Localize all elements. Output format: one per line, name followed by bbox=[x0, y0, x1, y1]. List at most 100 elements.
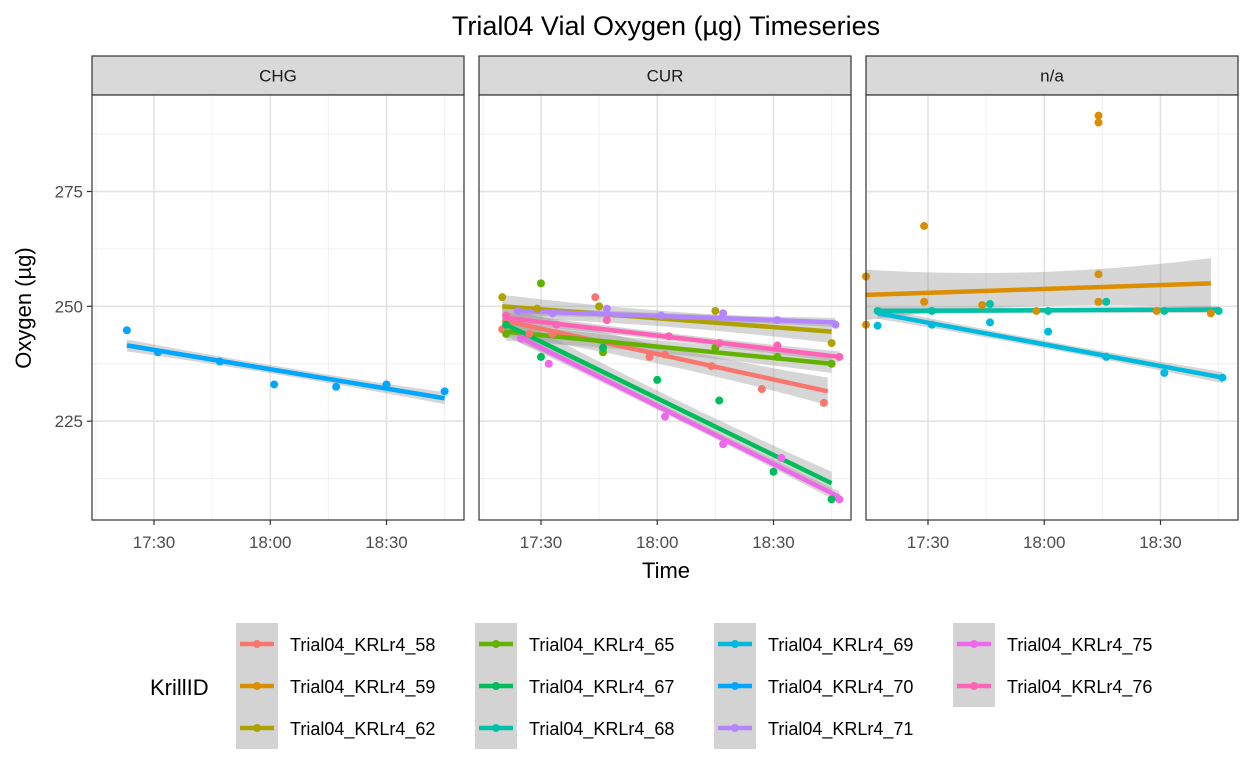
data-point bbox=[1102, 352, 1111, 361]
data-point bbox=[440, 387, 449, 396]
legend-key-point bbox=[492, 640, 500, 648]
legend-key-point bbox=[731, 682, 739, 690]
legend-item: Trial04_KRLr4_62 bbox=[236, 707, 435, 749]
legend-key-point bbox=[253, 640, 261, 648]
legend-label: Trial04_KRLr4_68 bbox=[529, 719, 674, 740]
fit-line bbox=[505, 315, 840, 360]
data-point bbox=[1206, 309, 1215, 318]
y-tick-label: 275 bbox=[55, 182, 83, 201]
x-tick-label: 18:00 bbox=[636, 533, 679, 552]
data-point bbox=[1214, 306, 1223, 315]
facet-strip-label: CHG bbox=[259, 67, 297, 86]
data-point bbox=[1094, 118, 1103, 127]
data-point bbox=[835, 495, 844, 504]
facet-panel: CUR 17:30 18:00 18:30 bbox=[478, 55, 852, 552]
legend-key-point bbox=[970, 682, 978, 690]
legend-item: Trial04_KRLr4_59 bbox=[236, 665, 435, 707]
data-point bbox=[502, 329, 511, 338]
x-axis-title: Time bbox=[642, 558, 690, 583]
legend-label: Trial04_KRLr4_58 bbox=[290, 635, 435, 656]
data-point bbox=[773, 316, 782, 325]
data-point bbox=[827, 339, 836, 348]
data-point bbox=[537, 352, 545, 361]
data-point bbox=[502, 320, 511, 329]
legend-item: Trial04_KRLr4_65 bbox=[475, 623, 674, 665]
x-tick-label: 18:30 bbox=[1139, 533, 1182, 552]
facet-strip-label: CUR bbox=[647, 67, 684, 86]
legend-key-point bbox=[492, 682, 500, 690]
data-point bbox=[719, 440, 728, 449]
legend-item: Trial04_KRLr4_58 bbox=[236, 623, 435, 665]
facet-strip bbox=[478, 55, 852, 96]
facet-strip bbox=[865, 55, 1239, 96]
data-point bbox=[1160, 306, 1169, 315]
legend-label: Trial04_KRLr4_69 bbox=[768, 635, 913, 656]
data-point bbox=[332, 382, 341, 391]
data-point bbox=[513, 306, 522, 315]
legend-key-point bbox=[970, 640, 978, 648]
data-point bbox=[661, 350, 669, 359]
data-point bbox=[653, 375, 662, 384]
y-tick-label: 250 bbox=[55, 297, 83, 316]
legend-item: Trial04_KRLr4_76 bbox=[953, 665, 1152, 707]
data-point bbox=[602, 304, 611, 313]
data-point bbox=[873, 306, 882, 315]
x-tick-label: 17:30 bbox=[520, 533, 563, 552]
data-point bbox=[548, 329, 557, 338]
legend: KrillID Trial04_KRLr4_58 Trial04_KRLr4_59… bbox=[150, 623, 1152, 749]
data-point bbox=[777, 453, 786, 462]
data-point bbox=[270, 380, 279, 389]
data-point bbox=[548, 309, 557, 318]
data-point bbox=[1160, 368, 1169, 377]
data-point bbox=[773, 341, 782, 350]
legend-key-point bbox=[253, 682, 261, 690]
legend-label: Trial04_KRLr4_75 bbox=[1007, 635, 1152, 656]
x-tick-label: 18:00 bbox=[1023, 533, 1066, 552]
legend-label: Trial04_KRLr4_59 bbox=[290, 677, 435, 698]
legend-label: Trial04_KRLr4_62 bbox=[290, 719, 435, 740]
legend-key-point bbox=[253, 724, 261, 732]
data-point bbox=[533, 304, 542, 313]
data-point bbox=[122, 326, 131, 335]
data-point bbox=[525, 329, 534, 338]
fit-line bbox=[517, 308, 836, 325]
plot-background bbox=[92, 95, 464, 520]
data-point bbox=[537, 279, 545, 288]
data-point bbox=[1044, 306, 1053, 315]
data-point bbox=[1102, 297, 1111, 306]
x-tick-label: 18:30 bbox=[752, 533, 795, 552]
data-point bbox=[719, 309, 728, 318]
data-point bbox=[544, 359, 553, 368]
facet-strip bbox=[91, 55, 465, 96]
data-point bbox=[1094, 270, 1103, 279]
legend-label: Trial04_KRLr4_67 bbox=[529, 677, 674, 698]
legend-title: KrillID bbox=[150, 675, 209, 700]
data-point bbox=[1218, 373, 1227, 382]
legend-item: Trial04_KRLr4_71 bbox=[714, 707, 913, 749]
data-point bbox=[835, 352, 844, 361]
data-point bbox=[757, 385, 766, 394]
data-point bbox=[927, 306, 936, 315]
data-point bbox=[552, 320, 561, 329]
x-tick-label: 18:00 bbox=[249, 533, 292, 552]
data-point bbox=[986, 300, 994, 309]
data-point bbox=[153, 348, 162, 357]
legend-item: Trial04_KRLr4_68 bbox=[475, 707, 674, 749]
data-point bbox=[215, 357, 224, 366]
data-point bbox=[769, 467, 778, 476]
data-point bbox=[827, 495, 836, 504]
legend-key-point bbox=[492, 724, 500, 732]
legend-label: Trial04_KRLr4_65 bbox=[529, 635, 674, 656]
fit-line bbox=[516, 334, 841, 500]
data-point bbox=[664, 332, 673, 341]
fit-line bbox=[126, 343, 445, 401]
data-point bbox=[711, 306, 720, 315]
panel-border bbox=[865, 94, 1239, 521]
legend-label: Trial04_KRLr4_76 bbox=[1007, 677, 1152, 698]
y-axis-title: Oxygen (µg) bbox=[11, 247, 36, 369]
legend-label: Trial04_KRLr4_70 bbox=[768, 677, 913, 698]
data-point bbox=[827, 359, 836, 368]
legend-label: Trial04_KRLr4_71 bbox=[768, 719, 913, 740]
legend-item: Trial04_KRLr4_69 bbox=[714, 623, 913, 665]
data-point bbox=[831, 320, 840, 329]
